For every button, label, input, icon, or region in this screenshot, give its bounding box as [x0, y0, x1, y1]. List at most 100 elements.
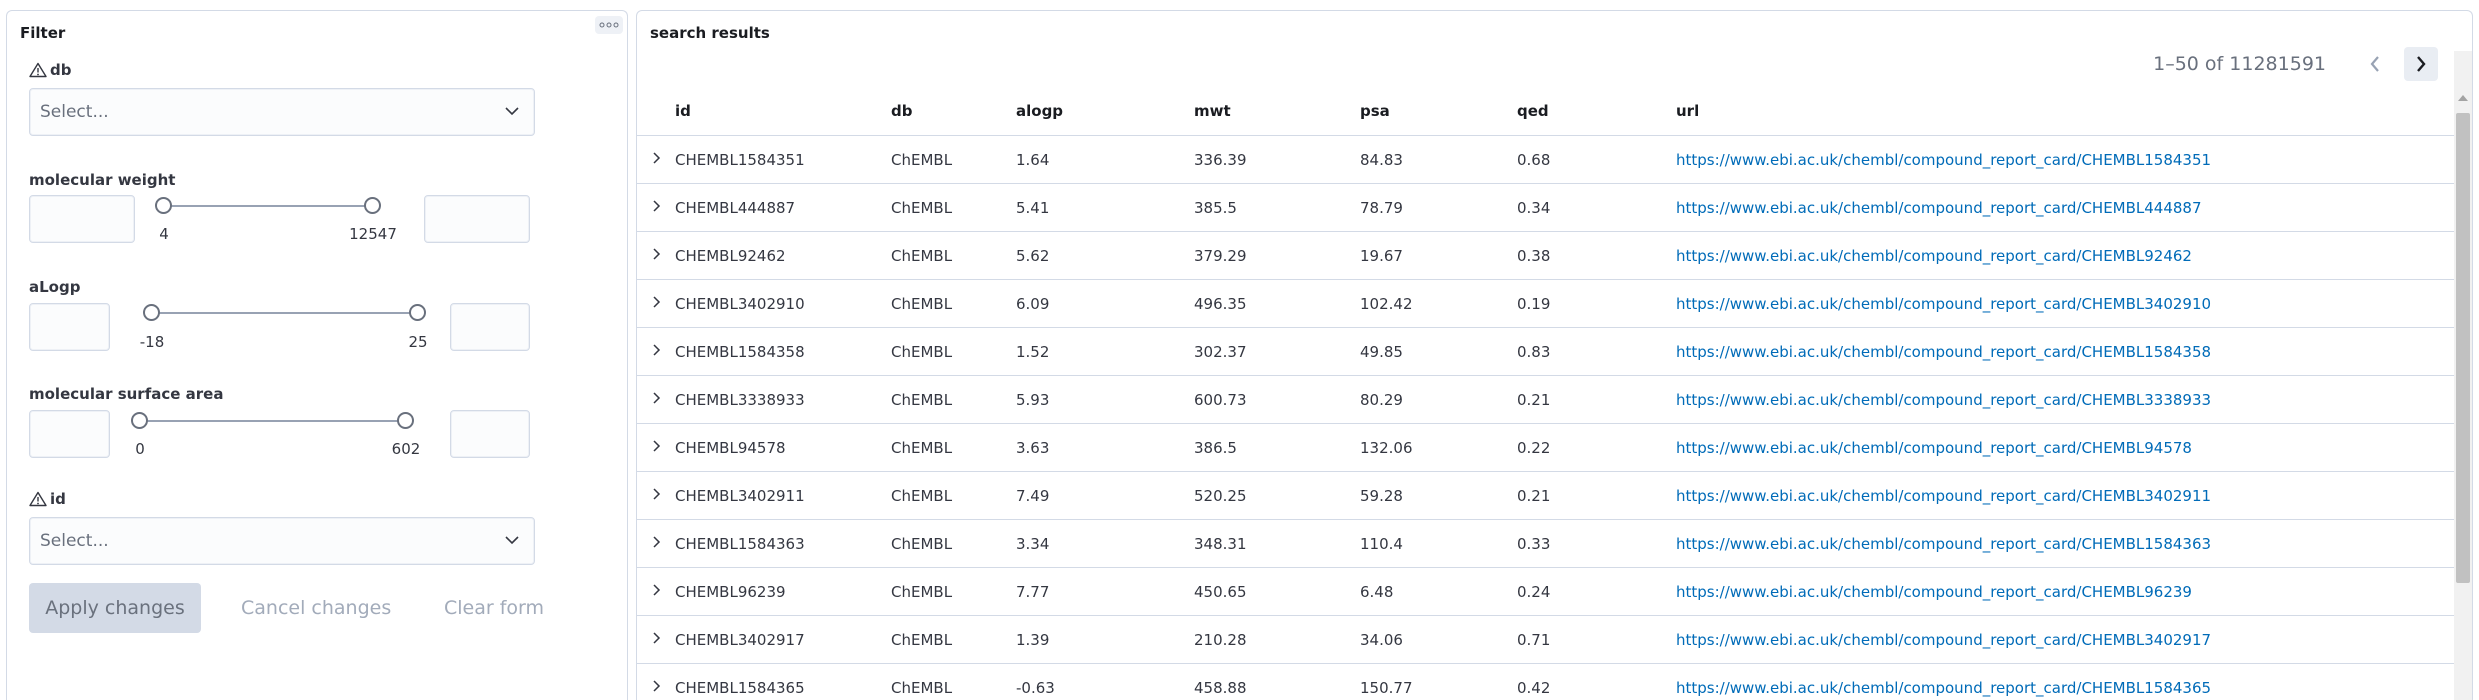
cell-mwt: 379.29 — [1194, 231, 1360, 280]
compound-link[interactable]: https://www.ebi.ac.uk/chembl/compound_re… — [1676, 678, 2212, 697]
column-header-id[interactable]: id — [675, 87, 891, 136]
chevron-right-icon — [653, 631, 661, 644]
cell-id: CHEMBL3402910 — [675, 279, 891, 328]
alogp-min-label: -18 — [139, 333, 165, 351]
expand-row-button[interactable] — [637, 327, 675, 376]
chevron-right-icon — [653, 343, 661, 356]
apply-changes-button[interactable]: Apply changes — [29, 583, 201, 633]
compound-link[interactable]: https://www.ebi.ac.uk/chembl/compound_re… — [1676, 630, 2212, 649]
cell-psa: 80.29 — [1360, 375, 1517, 424]
compound-link[interactable]: https://www.ebi.ac.uk/chembl/compound_re… — [1676, 150, 2212, 169]
surface-area-min-thumb[interactable] — [131, 412, 148, 429]
expand-row-button[interactable] — [637, 375, 675, 424]
chevron-right-icon — [653, 679, 661, 692]
table-row: CHEMBL3402910 ChEMBL 6.09 496.35 102.42 0.19 h… — [637, 279, 2472, 328]
cell-psa: 19.67 — [1360, 231, 1517, 280]
column-header-db[interactable]: db — [891, 87, 1016, 136]
table-row: CHEMBL1584365 ChEMBL -0.63 458.88 150.77 0.42… — [637, 663, 2472, 700]
cell-db: ChEMBL — [891, 423, 1016, 472]
molecular-weight-min-input[interactable] — [29, 195, 135, 243]
alogp-min-thumb[interactable] — [143, 304, 160, 321]
cell-alogp: 5.41 — [1016, 183, 1194, 232]
compound-link[interactable]: https://www.ebi.ac.uk/chembl/compound_re… — [1676, 246, 2192, 265]
cell-id: CHEMBL444887 — [675, 183, 891, 232]
table-row: CHEMBL92462 ChEMBL 5.62 379.29 19.67 0.38 http… — [637, 231, 2472, 280]
cell-mwt: 450.65 — [1194, 567, 1360, 616]
db-label: db — [29, 61, 71, 79]
chevron-right-icon — [653, 439, 661, 452]
molecular-weight-max-thumb[interactable] — [364, 197, 381, 214]
compound-link[interactable]: https://www.ebi.ac.uk/chembl/compound_re… — [1676, 534, 2212, 553]
cell-psa: 59.28 — [1360, 471, 1517, 520]
column-header-url[interactable]: url — [1676, 87, 2472, 136]
alogp-min-input[interactable] — [29, 303, 110, 351]
compound-link[interactable]: https://www.ebi.ac.uk/chembl/compound_re… — [1676, 294, 2212, 313]
surface-area-max-thumb[interactable] — [397, 412, 414, 429]
expand-row-button[interactable] — [637, 183, 675, 232]
db-select-placeholder: Select... — [40, 102, 109, 122]
pagination: 1–50 of 11281591 — [2153, 47, 2438, 81]
results-table: id db alogp mwt psa qed url CHEMBL158435… — [637, 87, 2472, 700]
molecular-weight-slider-track[interactable] — [163, 205, 373, 207]
cell-url: https://www.ebi.ac.uk/chembl/compound_re… — [1676, 471, 2472, 520]
filter-title: Filter — [20, 24, 66, 42]
cell-alogp: 3.34 — [1016, 519, 1194, 568]
expand-row-button[interactable] — [637, 615, 675, 664]
cell-db: ChEMBL — [891, 183, 1016, 232]
column-header-psa[interactable]: psa — [1360, 87, 1517, 136]
expand-row-button[interactable] — [637, 423, 675, 472]
cell-mwt: 520.25 — [1194, 471, 1360, 520]
cell-mwt: 385.5 — [1194, 183, 1360, 232]
compound-link[interactable]: https://www.ebi.ac.uk/chembl/compound_re… — [1676, 390, 2212, 409]
column-header-qed[interactable]: qed — [1517, 87, 1676, 136]
cell-url: https://www.ebi.ac.uk/chembl/compound_re… — [1676, 231, 2472, 280]
results-scrollbar[interactable] — [2454, 51, 2472, 700]
alogp-max-thumb[interactable] — [409, 304, 426, 321]
compound-link[interactable]: https://www.ebi.ac.uk/chembl/compound_re… — [1676, 198, 2202, 217]
column-header-mwt[interactable]: mwt — [1194, 87, 1360, 136]
cell-url: https://www.ebi.ac.uk/chembl/compound_re… — [1676, 567, 2472, 616]
cell-psa: 102.42 — [1360, 279, 1517, 328]
id-select[interactable]: Select... — [29, 517, 535, 565]
compound-link[interactable]: https://www.ebi.ac.uk/chembl/compound_re… — [1676, 582, 2192, 601]
column-header-alogp[interactable]: alogp — [1016, 87, 1194, 136]
table-row: CHEMBL444887 ChEMBL 5.41 385.5 78.79 0.34 http… — [637, 183, 2472, 232]
surface-area-max-input[interactable] — [450, 410, 530, 458]
alogp-slider-track[interactable] — [151, 312, 418, 314]
cell-alogp: 6.09 — [1016, 279, 1194, 328]
cell-url: https://www.ebi.ac.uk/chembl/compound_re… — [1676, 615, 2472, 664]
compound-link[interactable]: https://www.ebi.ac.uk/chembl/compound_re… — [1676, 486, 2212, 505]
id-label-text: id — [50, 490, 66, 508]
expand-row-button[interactable] — [637, 471, 675, 520]
molecular-weight-max-input[interactable] — [424, 195, 530, 243]
drag-handle-icon[interactable] — [595, 16, 623, 34]
scroll-up-arrow-icon[interactable] — [2458, 95, 2468, 101]
cell-alogp: 5.62 — [1016, 231, 1194, 280]
clear-form-button[interactable]: Clear form — [444, 597, 545, 619]
scroll-thumb[interactable] — [2456, 113, 2470, 583]
alogp-max-input[interactable] — [450, 303, 530, 351]
surface-area-slider-track[interactable] — [139, 420, 406, 422]
expand-row-button[interactable] — [637, 135, 675, 184]
expand-row-button[interactable] — [637, 663, 675, 700]
expand-row-button[interactable] — [637, 567, 675, 616]
cell-url: https://www.ebi.ac.uk/chembl/compound_re… — [1676, 663, 2472, 700]
compound-link[interactable]: https://www.ebi.ac.uk/chembl/compound_re… — [1676, 342, 2212, 361]
cell-url: https://www.ebi.ac.uk/chembl/compound_re… — [1676, 423, 2472, 472]
prev-page-button[interactable] — [2358, 47, 2392, 81]
molecular-weight-min-thumb[interactable] — [155, 197, 172, 214]
next-page-button[interactable] — [2404, 47, 2438, 81]
table-row: CHEMBL3402917 ChEMBL 1.39 210.28 34.06 0.71 ht… — [637, 615, 2472, 664]
surface-area-min-input[interactable] — [29, 410, 110, 458]
expand-row-button[interactable] — [637, 519, 675, 568]
compound-link[interactable]: https://www.ebi.ac.uk/chembl/compound_re… — [1676, 438, 2192, 457]
expand-row-button[interactable] — [637, 279, 675, 328]
cell-id: CHEMBL3402917 — [675, 615, 891, 664]
surface-area-max-label: 602 — [391, 440, 421, 458]
cancel-changes-button[interactable]: Cancel changes — [241, 597, 392, 619]
expand-row-button[interactable] — [637, 231, 675, 280]
db-select[interactable]: Select... — [29, 88, 535, 136]
chevron-down-icon — [505, 107, 519, 116]
cell-qed: 0.19 — [1517, 279, 1676, 328]
cell-id: CHEMBL1584358 — [675, 327, 891, 376]
